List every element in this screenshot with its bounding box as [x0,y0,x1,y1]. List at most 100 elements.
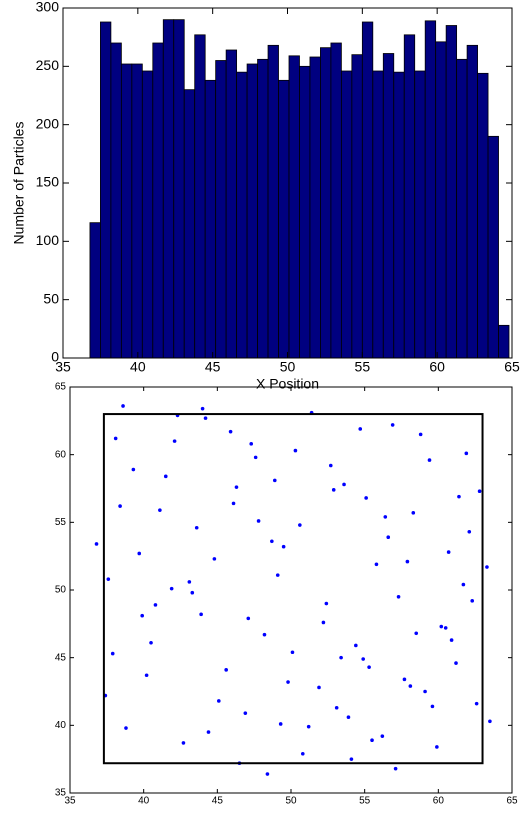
boundary-box [102,413,484,765]
particle [367,665,371,669]
particle [253,455,258,460]
particle [249,442,254,446]
particle [190,590,195,595]
particle [200,406,205,411]
particle [194,525,199,530]
particle [298,523,302,527]
y-tick-label: 50 [55,585,67,596]
bar [414,70,426,359]
particle [339,655,343,660]
particle [443,626,448,630]
bar [162,19,175,359]
particle [203,416,208,420]
bar [340,70,353,359]
particle [106,577,111,581]
particle [149,640,153,645]
y-tick-label: 55 [55,517,67,528]
particle [94,542,99,546]
bar [131,63,143,359]
particle [331,488,336,492]
bar [361,21,374,359]
particle [454,661,458,665]
particle [446,550,451,554]
x-axis-label: X Position [256,376,319,392]
bar [236,71,248,359]
particle [470,599,475,603]
particle [374,562,379,567]
bar [299,65,311,359]
bar [351,54,363,359]
bar [393,71,405,359]
x-tick-label: 55 [359,796,371,807]
particle [402,677,407,682]
particle [217,699,221,703]
particle [349,757,354,761]
bar [100,21,112,359]
x-tick-label: 50 [285,796,297,807]
x-tick-label: 55 [355,359,371,375]
bar [403,34,416,359]
particle [140,613,144,618]
x-tick-label: 35 [64,796,76,807]
bar [424,20,437,359]
particle [477,489,482,494]
particle [396,594,401,599]
particle [317,685,321,690]
particle [265,772,270,776]
particle [153,603,158,607]
particle [113,436,118,441]
particle [418,432,423,437]
x-tick-label: 35 [55,359,71,375]
bar [89,222,101,359]
particle [370,738,374,743]
bar [194,34,206,359]
particle [172,439,177,443]
x-tick-label: 40 [138,796,150,807]
particle [234,485,239,489]
particle [467,530,472,534]
bar [288,55,300,359]
particle [361,657,365,661]
particle [411,511,416,515]
particle [187,580,192,584]
bar [257,58,269,359]
y-tick-label: 300 [36,0,60,15]
particle [144,673,149,678]
bar [487,135,499,359]
x-tick-label: 60 [429,359,445,375]
particle [306,724,311,729]
particle [293,448,298,453]
particle [124,726,128,730]
particle [358,427,363,431]
particle [199,612,203,617]
particle [246,616,251,621]
particle [386,535,391,540]
particle [228,429,233,434]
x-tick-label: 65 [506,796,518,807]
particle [118,504,122,508]
particle [270,539,274,544]
bar [320,47,332,359]
particle [383,515,388,519]
particle [439,624,444,629]
bar [225,49,238,359]
particle [137,551,142,556]
particle [405,559,410,564]
bar [183,89,196,359]
particle [393,766,398,771]
particle [380,734,385,738]
particle [131,467,136,472]
particle [206,730,211,734]
particle [212,557,217,561]
particle [163,474,168,479]
bar [466,44,478,359]
y-axis-label: Number of Particles [11,122,27,245]
y-tick-label: 150 [36,174,60,190]
particle [354,643,358,648]
particle [430,704,435,709]
particle [290,650,295,655]
y-tick-label: 50 [43,290,59,306]
particle [231,501,236,506]
particle [262,632,267,637]
particle [488,719,492,724]
